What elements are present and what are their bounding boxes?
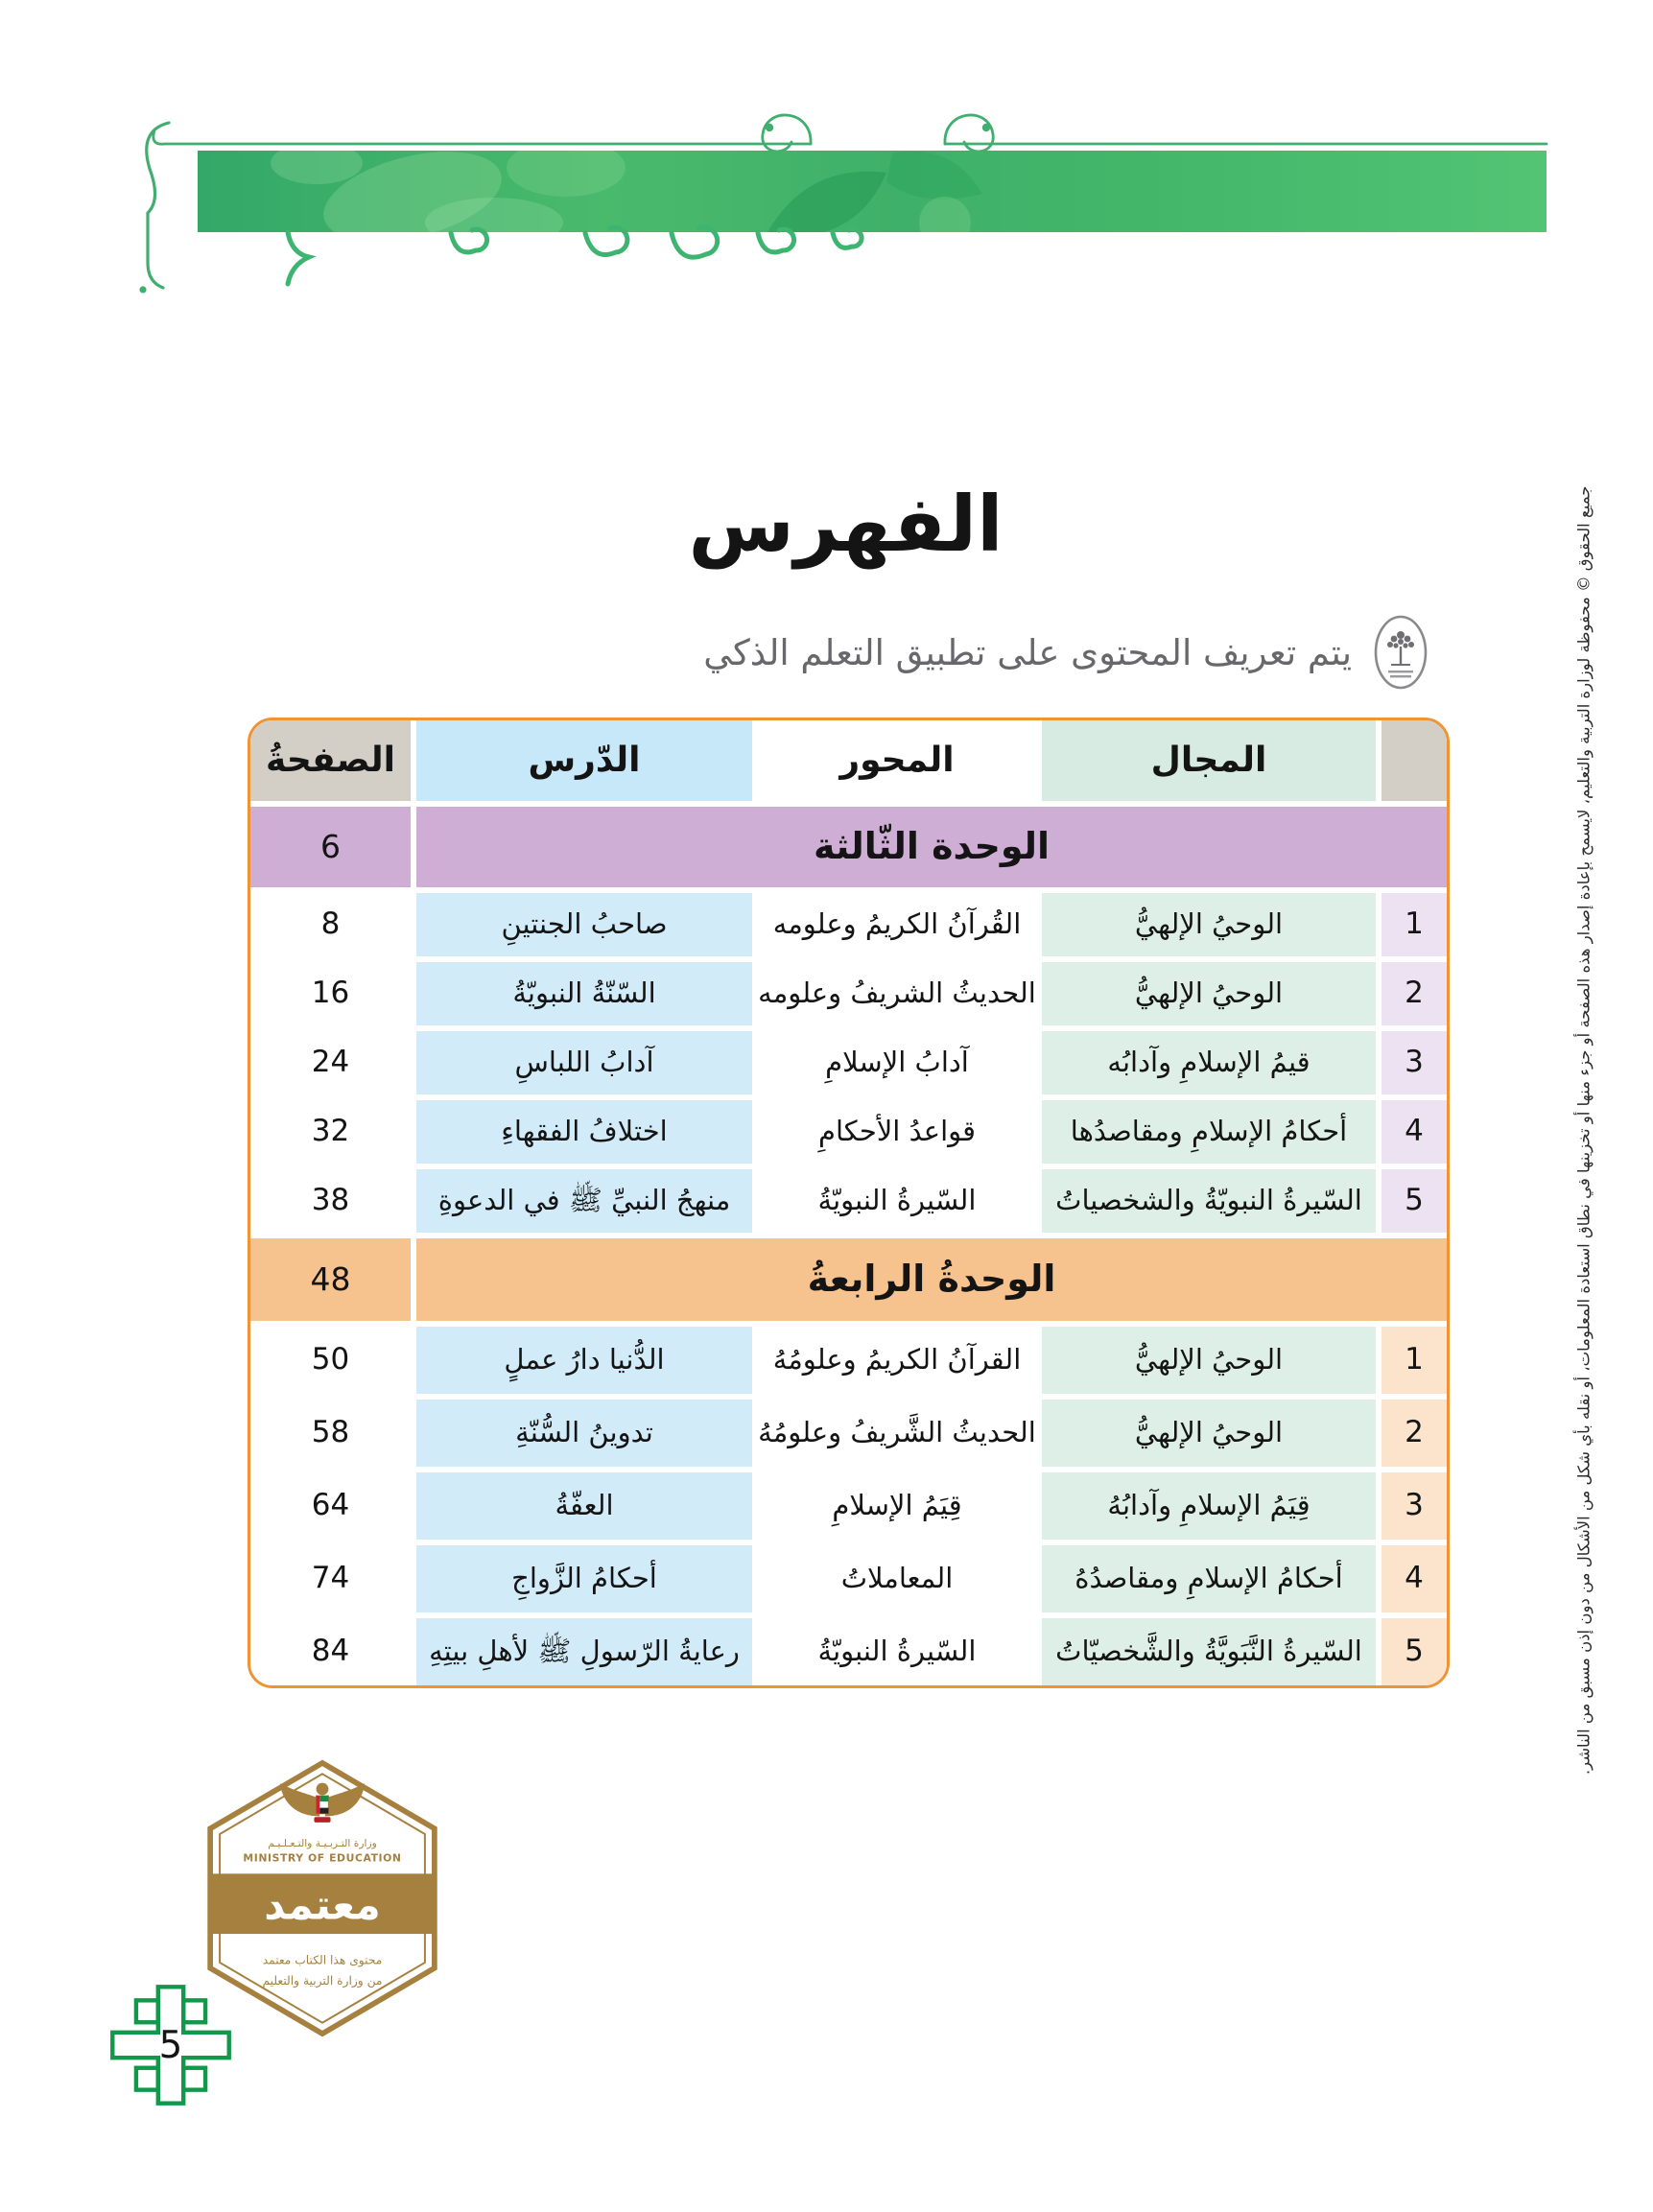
header-lesson: الدّرس <box>416 720 752 801</box>
uae-falcon-emblem <box>279 1782 366 1823</box>
cell-axis: المعاملاتُ <box>758 1545 1036 1612</box>
cell-axis: آدابُ الإسلامِ <box>758 1031 1036 1094</box>
ministry-approval-badge: وزارة التـربـيـة والتـعـلـيـم MINISTRY O… <box>203 1758 441 2038</box>
header-domain: المجال <box>1042 720 1376 801</box>
page-number: 5 <box>159 2024 183 2067</box>
cell-page: 74 <box>250 1545 411 1612</box>
cell-domain: الوحيُ الإلهيُّ <box>1042 1327 1376 1394</box>
smart-learning-text: يتم تعريف المحتوى على تطبيق التعلم الذكي <box>703 631 1352 673</box>
cell-axis: السّيرةُ النبويّةُ <box>758 1169 1036 1233</box>
header-axis: المحور <box>758 720 1036 801</box>
row-number: 4 <box>1381 1100 1447 1164</box>
cell-axis: الحديثُ الشَّريفُ وعلومُهُ <box>758 1400 1036 1467</box>
unit-page-number: 6 <box>250 807 411 887</box>
row-number: 2 <box>1381 962 1447 1025</box>
cell-domain: السّيرةُ النَّبَويَّةُ والشَّخصيّاتُ <box>1042 1618 1376 1685</box>
cell-domain: الوحيُ الإلهيُّ <box>1042 962 1376 1025</box>
row-number: 5 <box>1381 1169 1447 1233</box>
copyright-notice: جميع الحقوق © محفوظة لوزارة التربية والت… <box>1574 485 1594 1776</box>
unit-page-number: 48 <box>250 1238 411 1321</box>
cell-page: 32 <box>250 1100 411 1164</box>
islamic-cross-motif: 5 <box>110 1985 231 2106</box>
page-title: الفهرس <box>688 480 1004 569</box>
cell-lesson: اختلافُ الفقهاءِ <box>416 1100 752 1164</box>
under-band-swirls <box>285 224 864 287</box>
cell-lesson: العفّةُ <box>416 1472 752 1540</box>
ministry-name-arabic: وزارة التـربـيـة والتـعـلـيـم <box>268 1837 377 1849</box>
cell-lesson: الدُّنيا دارُ عملٍ <box>416 1327 752 1394</box>
band-floral-pattern <box>271 151 982 232</box>
cell-page: 24 <box>250 1031 411 1094</box>
cell-lesson: منهجُ النبيِّ ﷺ في الدعوةِ <box>416 1169 752 1233</box>
unit-title: الوحدةُ الرابعةُ <box>416 1238 1447 1321</box>
cell-axis: السّيرةُ النبويّةُ <box>758 1618 1036 1685</box>
row-number: 1 <box>1381 1327 1447 1394</box>
approved-stamp-text: معتمد <box>264 1881 380 1929</box>
stamp-band <box>210 1873 435 1935</box>
cell-page: 58 <box>250 1400 411 1467</box>
header-number-column <box>1381 720 1447 801</box>
cell-page: 84 <box>250 1618 411 1685</box>
cell-lesson: تدوينُ السُّنّةِ <box>416 1400 752 1467</box>
cell-domain: أحكامُ الإسلامِ ومقاصدُها <box>1042 1100 1376 1164</box>
approval-note-line2: من وزارة التربية والتعليم <box>263 1974 383 1988</box>
toc-table: المجال المحور الدّرس الصفحةُ الوحدة الثّ… <box>248 718 1450 1688</box>
cell-page: 16 <box>250 962 411 1025</box>
cell-axis: قِيَمُ الإسلامِ <box>758 1472 1036 1540</box>
row-number: 5 <box>1381 1618 1447 1685</box>
cell-lesson: رعايةُ الرّسولِ ﷺ لأهلِ بيتِهِ <box>416 1618 752 1685</box>
cell-lesson: أحكامُ الزَّواجِ <box>416 1545 752 1612</box>
cell-lesson: السّنّةُ النبويّةُ <box>416 962 752 1025</box>
smart-learning-note: يتم تعريف المحتوى على تطبيق التعلم الذكي <box>703 614 1429 691</box>
unit-title: الوحدة الثّالثة <box>416 807 1447 887</box>
cell-page: 64 <box>250 1472 411 1540</box>
cell-axis: الحديثُ الشريفُ وعلومه <box>758 962 1036 1025</box>
cell-lesson: صاحبُ الجنتينِ <box>416 893 752 956</box>
scroll-line-ornament <box>152 113 1548 153</box>
cell-axis: القرآنُ الكريمُ وعلومُهُ <box>758 1327 1036 1394</box>
cell-domain: الوحيُ الإلهيُّ <box>1042 1400 1376 1467</box>
cell-page: 50 <box>250 1327 411 1394</box>
row-number: 1 <box>1381 893 1447 956</box>
row-number: 3 <box>1381 1031 1447 1094</box>
cell-domain: قيمُ الإسلامِ وآدابُه <box>1042 1031 1376 1094</box>
row-number: 3 <box>1381 1472 1447 1540</box>
cell-domain: قِيَمُ الإسلامِ وآدابُهُ <box>1042 1472 1376 1540</box>
cell-domain: الوحيُ الإلهيُّ <box>1042 893 1376 956</box>
ministry-name-english: MINISTRY OF EDUCATION <box>243 1852 401 1865</box>
header-page: الصفحةُ <box>250 720 411 801</box>
tree-in-oval-icon <box>1374 615 1428 690</box>
green-arabesque-band <box>139 113 1548 294</box>
cell-domain: أحكامُ الإسلامِ ومقاصدُهُ <box>1042 1545 1376 1612</box>
left-curl-ornament <box>145 121 171 290</box>
approval-note-line1: محتوى هذا الكتاب معتمد <box>263 1953 383 1967</box>
cell-lesson: آدابُ اللباسِ <box>416 1031 752 1094</box>
cell-domain: السّيرةُ النبويّةُ والشخصياتُ <box>1042 1169 1376 1233</box>
row-number: 4 <box>1381 1545 1447 1612</box>
cell-page: 8 <box>250 893 411 956</box>
cell-axis: القُرآنُ الكريمُ وعلومه <box>758 893 1036 956</box>
row-number: 2 <box>1381 1400 1447 1467</box>
cell-axis: قواعدُ الأحكامِ <box>758 1100 1036 1164</box>
cell-page: 38 <box>250 1169 411 1233</box>
